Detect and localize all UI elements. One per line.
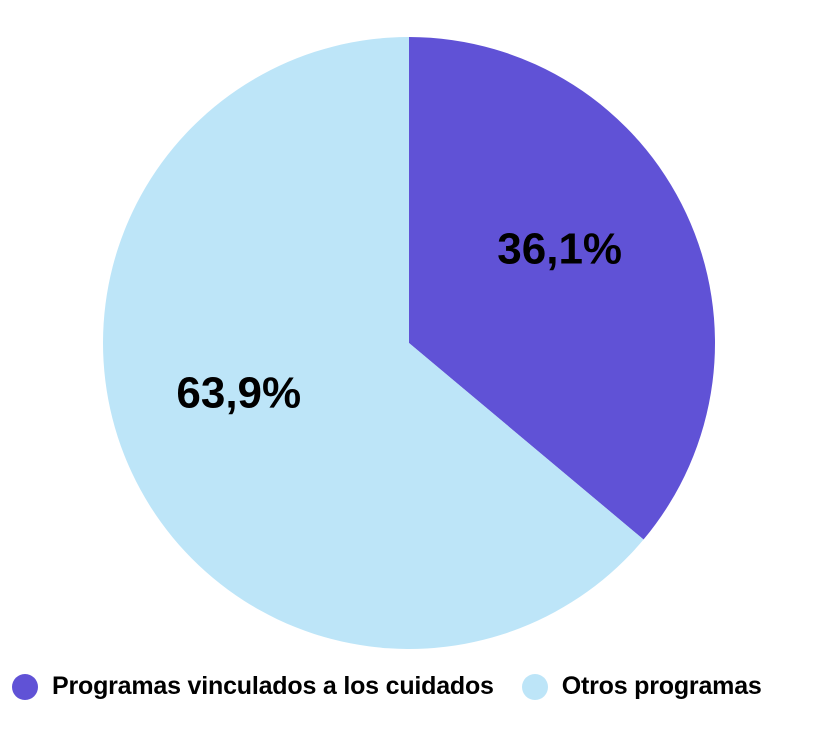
legend: Programas vinculados a los cuidados Otro…: [12, 672, 762, 701]
slice-label-cuidados: 36,1%: [497, 225, 622, 274]
legend-item-otros[interactable]: Otros programas: [521, 672, 762, 701]
pie-slices: [103, 37, 715, 650]
legend-item-cuidados[interactable]: Programas vinculados a los cuidados: [12, 672, 494, 701]
legend-label-cuidados: Programas vinculados a los cuidados: [52, 672, 494, 700]
legend-label-otros: Otros programas: [561, 672, 762, 700]
legend-swatch-cuidados: [12, 673, 38, 700]
slice-cuidados[interactable]: [409, 37, 715, 540]
slice-otros[interactable]: [103, 37, 644, 650]
pie-labels: 36,1% 63,9%: [176, 225, 622, 418]
pie-chart: 36,1% 63,9%: [103, 37, 715, 650]
slice-label-otros: 63,9%: [176, 369, 301, 418]
legend-swatch-otros: [521, 673, 548, 700]
